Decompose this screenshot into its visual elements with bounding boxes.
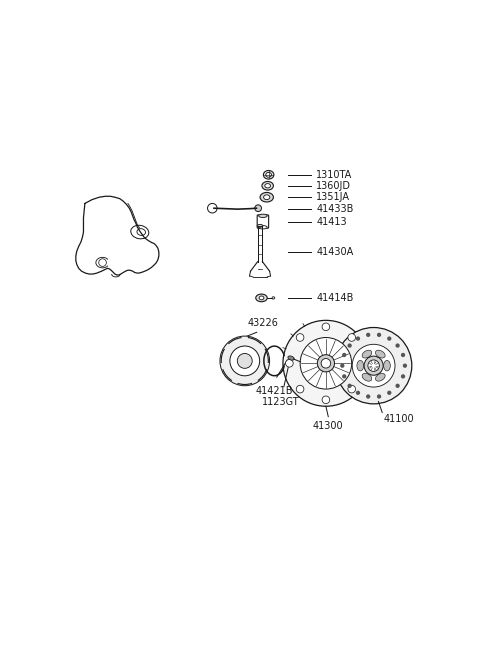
Circle shape xyxy=(377,394,381,399)
Circle shape xyxy=(403,364,407,368)
Circle shape xyxy=(255,205,262,212)
Ellipse shape xyxy=(264,195,270,200)
Circle shape xyxy=(342,374,347,379)
Ellipse shape xyxy=(266,172,272,177)
FancyArrowPatch shape xyxy=(303,324,305,327)
Ellipse shape xyxy=(256,294,267,302)
Text: 41100: 41100 xyxy=(383,415,414,424)
Ellipse shape xyxy=(264,170,274,179)
Circle shape xyxy=(342,353,347,357)
Ellipse shape xyxy=(384,360,390,371)
Circle shape xyxy=(356,390,360,395)
Circle shape xyxy=(396,384,400,388)
Circle shape xyxy=(348,384,352,388)
Circle shape xyxy=(322,323,330,331)
Text: 41300: 41300 xyxy=(312,421,343,430)
FancyBboxPatch shape xyxy=(257,215,269,228)
Ellipse shape xyxy=(375,373,385,381)
Ellipse shape xyxy=(272,297,275,299)
Circle shape xyxy=(366,333,371,337)
Text: 1123GT: 1123GT xyxy=(262,397,299,407)
Text: 41414B: 41414B xyxy=(316,293,354,303)
Circle shape xyxy=(401,353,405,357)
Circle shape xyxy=(387,390,391,395)
Circle shape xyxy=(348,333,356,341)
Ellipse shape xyxy=(259,214,267,217)
Circle shape xyxy=(220,336,270,386)
Circle shape xyxy=(296,333,304,341)
FancyArrowPatch shape xyxy=(283,348,286,349)
Circle shape xyxy=(359,360,366,367)
Circle shape xyxy=(348,343,352,348)
Ellipse shape xyxy=(262,181,274,190)
Text: 43226: 43226 xyxy=(247,318,278,328)
FancyArrowPatch shape xyxy=(291,334,293,336)
Circle shape xyxy=(296,385,304,393)
Ellipse shape xyxy=(259,225,267,229)
Text: 1351JA: 1351JA xyxy=(316,192,350,202)
Circle shape xyxy=(396,343,400,348)
Circle shape xyxy=(348,385,356,393)
Circle shape xyxy=(317,355,335,372)
Ellipse shape xyxy=(288,356,294,360)
Text: 1360JD: 1360JD xyxy=(316,181,351,191)
Circle shape xyxy=(237,354,252,368)
Circle shape xyxy=(230,346,260,376)
Text: 41433B: 41433B xyxy=(316,204,354,214)
Circle shape xyxy=(364,356,383,375)
Ellipse shape xyxy=(362,373,372,381)
Circle shape xyxy=(300,337,352,389)
Ellipse shape xyxy=(357,360,364,371)
Circle shape xyxy=(387,337,391,341)
Circle shape xyxy=(283,320,369,406)
Ellipse shape xyxy=(375,350,385,358)
Ellipse shape xyxy=(260,193,274,202)
Circle shape xyxy=(377,333,381,337)
Text: 41430A: 41430A xyxy=(316,247,354,257)
Circle shape xyxy=(207,204,217,213)
Ellipse shape xyxy=(259,296,264,300)
Circle shape xyxy=(321,358,331,368)
Circle shape xyxy=(356,337,360,341)
Circle shape xyxy=(366,394,371,399)
Circle shape xyxy=(401,374,405,379)
Circle shape xyxy=(322,396,330,403)
Circle shape xyxy=(336,328,412,404)
Circle shape xyxy=(286,360,293,367)
Circle shape xyxy=(368,360,379,371)
Ellipse shape xyxy=(265,183,271,188)
Ellipse shape xyxy=(257,225,263,227)
Ellipse shape xyxy=(362,350,372,358)
Text: 1310TA: 1310TA xyxy=(316,170,353,179)
Circle shape xyxy=(340,364,345,368)
Circle shape xyxy=(352,345,395,387)
Text: 41421B: 41421B xyxy=(255,386,293,396)
Text: 41413: 41413 xyxy=(316,217,347,227)
